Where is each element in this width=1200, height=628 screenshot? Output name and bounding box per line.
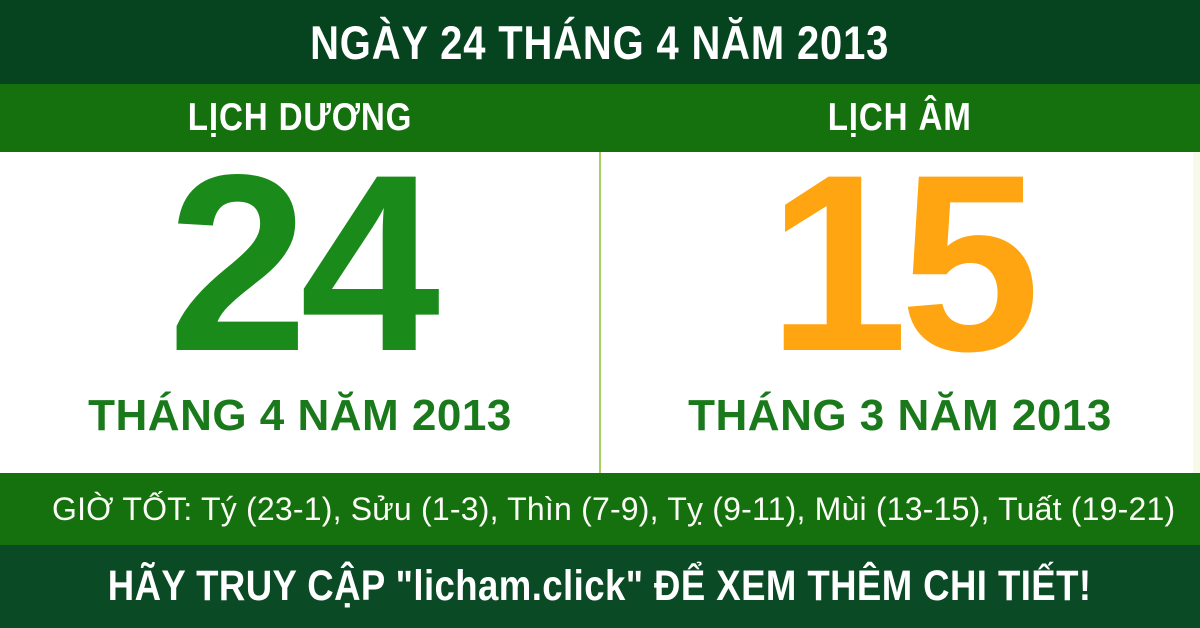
good-hours-text: GIỜ TỐT: Tý (23-1), Sửu (1-3), Thìn (7-9… <box>52 490 1176 527</box>
right-edge-strip <box>1193 152 1200 473</box>
lunar-month-label: THÁNG 3 NĂM 2013 <box>688 391 1112 440</box>
column-headers-bar: LỊCH DƯƠNG LỊCH ÂM <box>0 84 1200 152</box>
solar-column-header: LỊCH DƯƠNG <box>0 84 600 152</box>
lunar-column-header: LỊCH ÂM <box>600 84 1200 152</box>
solar-panel: 24 THÁNG 4 NĂM 2013 <box>0 138 600 473</box>
lunar-column-label: LỊCH ÂM <box>827 96 973 139</box>
solar-month-label: THÁNG 4 NĂM 2013 <box>88 391 512 440</box>
lunar-panel: 15 THÁNG 3 NĂM 2013 <box>600 138 1200 473</box>
solar-day-number: 24 <box>167 123 440 404</box>
solar-column-label: LỊCH DƯƠNG <box>187 96 413 139</box>
good-hours-bar: GIỜ TỐT: Tý (23-1), Sửu (1-3), Thìn (7-9… <box>0 473 1200 545</box>
lunar-day-number: 15 <box>767 123 1040 404</box>
date-header-title: NGÀY 24 THÁNG 4 NĂM 2013 <box>310 15 890 69</box>
date-header: NGÀY 24 THÁNG 4 NĂM 2013 <box>0 0 1200 84</box>
calendar-body: 24 THÁNG 4 NĂM 2013 15 THÁNG 3 NĂM 2013 <box>0 138 1200 473</box>
column-divider <box>599 152 601 473</box>
footer-banner: HÃY TRUY CẬP "licham.click" ĐỂ XEM THÊM … <box>0 545 1200 628</box>
footer-text: HÃY TRUY CẬP "licham.click" ĐỂ XEM THÊM … <box>108 562 1092 610</box>
